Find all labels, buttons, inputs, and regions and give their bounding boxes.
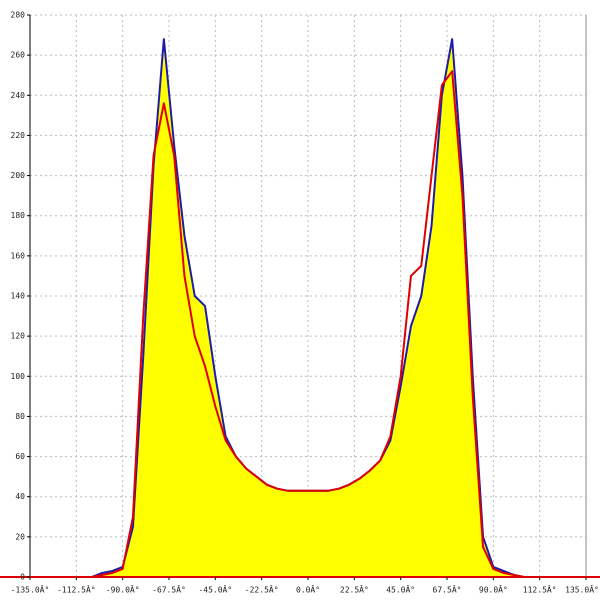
y-tick-label: 200 [11, 171, 26, 180]
y-tick-label: 260 [11, 51, 26, 60]
area [91, 39, 525, 578]
x-tick-label: -45.0Â° [198, 584, 232, 595]
x-tick-label: 90.0Â° [479, 584, 508, 595]
y-tick-label: 80 [15, 412, 25, 421]
x-tick-label: 45.0Â° [386, 584, 415, 595]
x-tick-label: 22.5Â° [340, 584, 369, 595]
x-tick-label: -22.5Â° [245, 584, 279, 595]
y-tick-label: 40 [15, 492, 25, 501]
y-tick-label: 240 [11, 91, 26, 100]
y-tick-label: 180 [11, 211, 26, 220]
plot [91, 38, 525, 578]
y-tick-label: 280 [11, 11, 26, 20]
y-tick-label: 100 [11, 372, 26, 381]
y-tick-label: 140 [11, 292, 26, 301]
x-tick-label: 67.5Â° [433, 584, 462, 595]
x-tick-label: -135.0Â° [11, 584, 50, 595]
y-tick-label: 220 [11, 131, 26, 140]
labels: 0 20 40 60 80 100 120 140 160 180 200 220 240 260 280 -… [11, 11, 599, 595]
y-tick-label: 0 [20, 573, 25, 582]
x-tick-label: 112.5Â° [523, 584, 557, 595]
x-tick-label: 0.0Â° [296, 584, 320, 595]
x-tick-label: 135.0Â° [565, 584, 599, 595]
x-tick-label: -67.5Â° [152, 584, 186, 595]
y-tick-label: 160 [11, 251, 26, 260]
y-tick-label: 120 [11, 332, 26, 341]
x-tick-label: -90.0Â° [106, 584, 140, 595]
y-tick-label: 60 [15, 452, 25, 461]
x-tick-label: -112.5Â° [57, 584, 96, 595]
line [91, 70, 525, 578]
y-tick-label: 20 [15, 532, 25, 541]
